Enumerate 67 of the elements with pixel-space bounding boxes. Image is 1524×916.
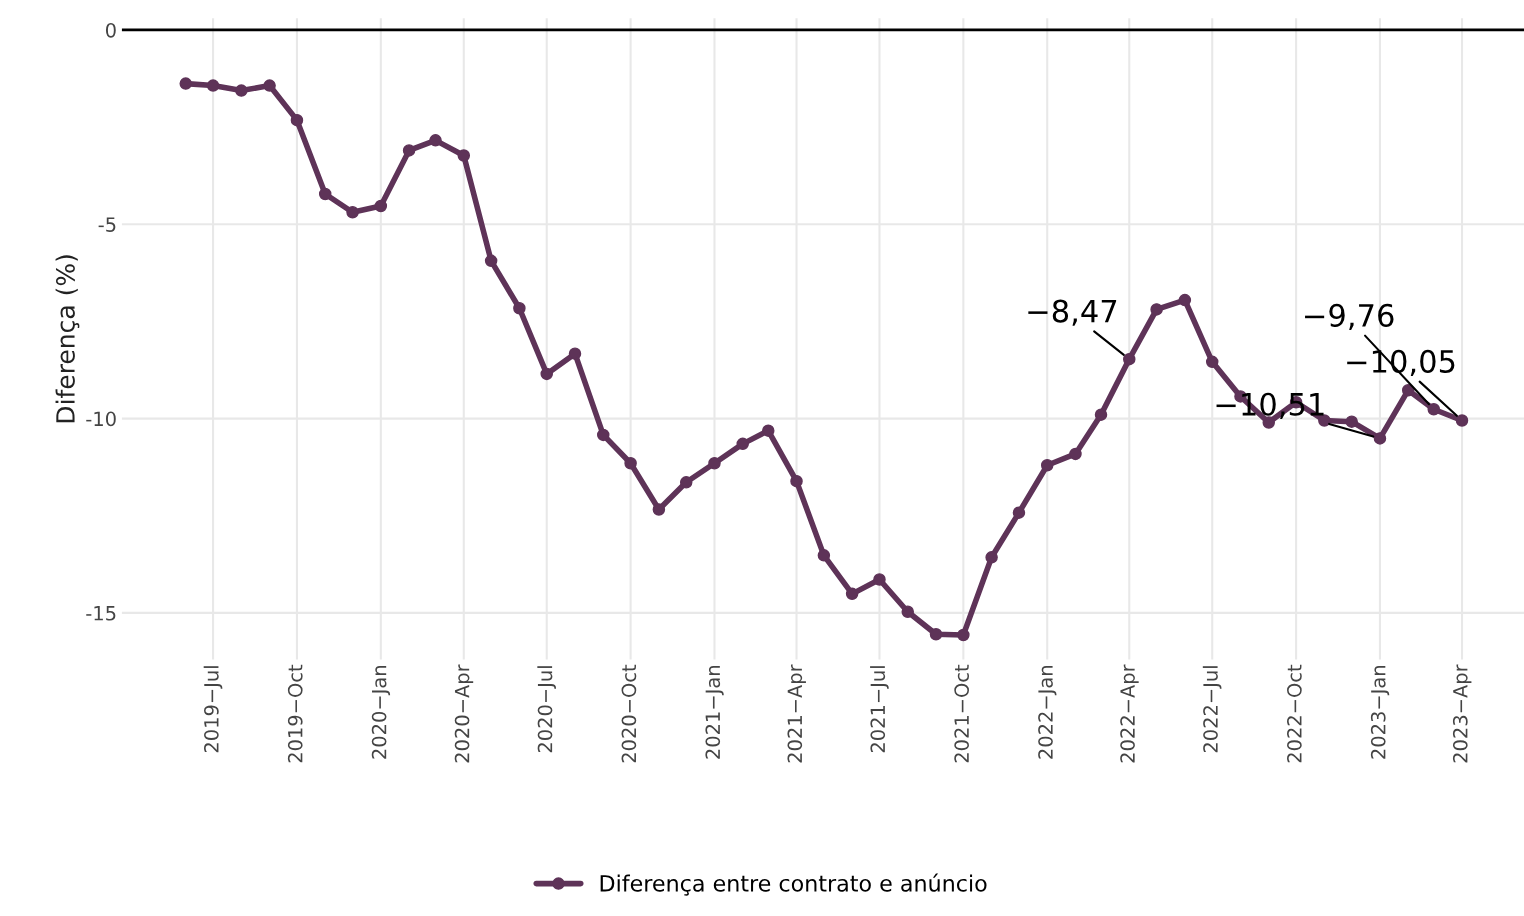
y-tick-label: -10 <box>86 411 116 427</box>
x-tick-label: 2022−Oct <box>1287 664 1302 763</box>
x-tick-label: 2020−Apr <box>454 664 474 763</box>
point <box>484 254 498 268</box>
point <box>206 79 220 92</box>
x-tick-label: 2019−Jul <box>203 666 223 753</box>
x-tick-label: 2019−Oct <box>287 664 303 763</box>
x-tick-label: 2021−Oct <box>954 664 969 763</box>
point <box>1205 355 1219 369</box>
x-tick-label: 2020−Jul <box>537 666 556 753</box>
point <box>597 428 610 442</box>
point <box>374 199 388 213</box>
x-tick-label: 2021−Apr <box>787 664 806 763</box>
x-tick-label: 2022−Apr <box>1120 664 1139 763</box>
point <box>762 424 775 437</box>
point <box>817 549 831 562</box>
point <box>1012 506 1026 519</box>
point <box>1069 447 1082 461</box>
point <box>624 457 637 470</box>
point <box>513 301 526 315</box>
point <box>929 628 943 641</box>
point <box>1094 408 1108 421</box>
point <box>957 628 970 642</box>
point <box>457 149 471 162</box>
point <box>568 347 582 360</box>
point <box>1373 432 1387 445</box>
point <box>1150 303 1163 316</box>
point <box>1401 383 1415 397</box>
point <box>1455 414 1469 427</box>
x-tick-label: 2020−Jan <box>371 666 391 759</box>
y-tick-label: -5 <box>98 217 116 232</box>
x-tick-label: 2023−Jan <box>1370 666 1390 759</box>
point <box>901 605 914 618</box>
annotation: −8,47 <box>1028 299 1117 326</box>
point <box>679 476 693 489</box>
x-tick-label: 2022−Jul <box>1202 666 1222 753</box>
annotation: −9,76 <box>1305 303 1394 331</box>
point <box>235 84 248 97</box>
y-tick-label: 0 <box>105 22 116 38</box>
point <box>708 457 721 470</box>
point <box>290 113 304 127</box>
legend-label: Diferença entre contrato e anúncio <box>600 873 987 896</box>
x-tick-label: 2022−Jan <box>1038 666 1057 759</box>
point <box>346 205 359 219</box>
point <box>540 367 553 381</box>
y-tick-label: -15 <box>86 606 116 621</box>
point <box>985 551 998 564</box>
point <box>845 587 859 601</box>
point <box>1123 352 1136 366</box>
point <box>1040 458 1054 472</box>
point <box>790 474 803 488</box>
point <box>1178 293 1192 307</box>
point <box>318 187 332 201</box>
point <box>263 79 276 92</box>
x-tick-label: 2020−Oct <box>621 664 637 763</box>
point <box>179 77 192 90</box>
point <box>652 503 666 516</box>
point <box>402 144 416 157</box>
point <box>873 573 886 586</box>
point <box>736 437 749 451</box>
y-axis-title: Diferença (%) <box>55 255 80 423</box>
point <box>1345 415 1358 428</box>
x-tick-label: 2021−Jan <box>705 666 724 759</box>
x-tick-label: 2023−Apr <box>1452 664 1472 763</box>
point <box>429 134 442 147</box>
point <box>1427 403 1441 416</box>
x-tick-label: 2021−Jul <box>870 666 889 753</box>
